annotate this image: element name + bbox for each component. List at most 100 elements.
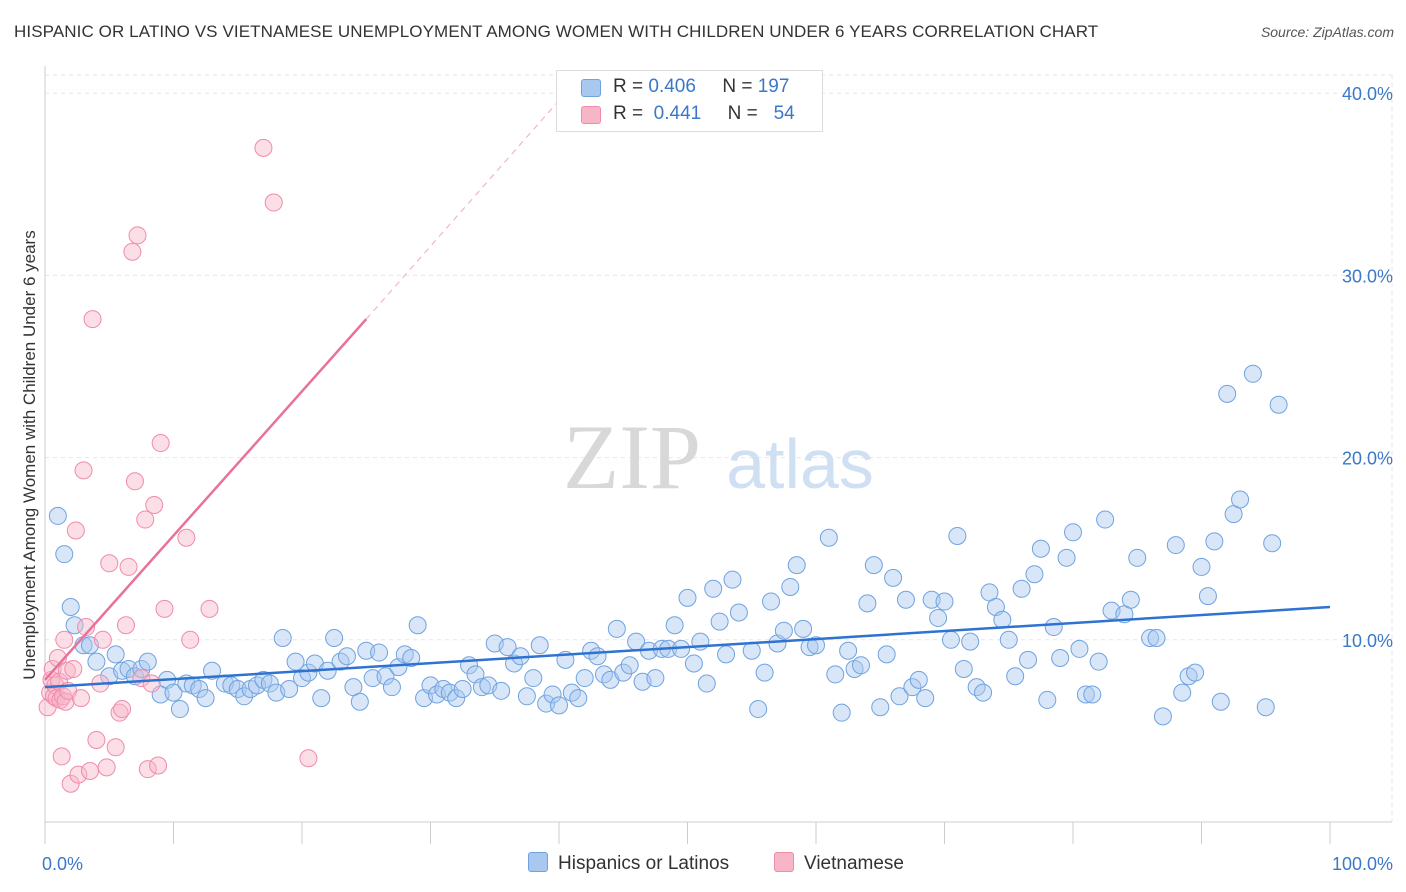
- hispanic-point: [337, 647, 356, 666]
- hispanic-point: [1012, 579, 1031, 598]
- hispanic-point: [1192, 557, 1211, 576]
- legend-swatch-vietnamese: [581, 106, 601, 124]
- y-tick-label: 10.0%: [1342, 631, 1393, 651]
- hispanic-point: [762, 592, 781, 611]
- hispanic-point: [1141, 628, 1160, 647]
- hispanic-point: [48, 506, 67, 525]
- hispanic-point: [1019, 650, 1038, 669]
- vietnamese-point: [149, 756, 168, 775]
- watermark-zip: ZIP: [563, 406, 701, 508]
- hispanic-point: [774, 621, 793, 640]
- hispanic-point: [138, 652, 157, 671]
- hispanic-point: [65, 616, 84, 635]
- vietnamese-trend-line: [44, 318, 368, 681]
- hispanic-point: [1173, 683, 1192, 702]
- hispanic-point: [119, 659, 138, 678]
- r-value-hispanic: 0.406: [648, 76, 696, 97]
- r-label: R =: [613, 103, 644, 124]
- hispanic-point: [588, 647, 607, 666]
- vietnamese-point: [113, 700, 132, 719]
- hispanic-point: [280, 679, 299, 698]
- vietnamese-point: [155, 599, 174, 618]
- hispanic-point: [993, 610, 1012, 629]
- hispanic-point: [826, 665, 845, 684]
- hispanic-point: [787, 556, 806, 575]
- hispanic-point: [1128, 548, 1147, 567]
- hispanic-point: [807, 636, 825, 655]
- hispanic-point: [286, 652, 305, 671]
- hispanic-point: [1153, 707, 1172, 726]
- vietnamese-point: [142, 674, 161, 693]
- hispanic-point: [1243, 364, 1262, 383]
- hispanic-point: [620, 656, 639, 675]
- hispanic-point: [273, 628, 292, 647]
- hispanic-point: [1205, 532, 1224, 551]
- hispanic-point: [453, 679, 472, 698]
- hispanic-point: [530, 636, 549, 655]
- vietnamese-point: [64, 659, 83, 678]
- vietnamese-point: [119, 557, 138, 576]
- hispanic-point: [704, 579, 723, 598]
- hispanic-point: [742, 641, 761, 660]
- hispanic-point: [646, 669, 665, 688]
- hispanic-point: [1186, 663, 1205, 682]
- vietnamese-point: [71, 689, 90, 708]
- vietnamese-point: [93, 630, 112, 649]
- hispanic-point: [228, 679, 247, 698]
- hispanic-point: [1044, 618, 1063, 637]
- vietnamese-point: [123, 242, 142, 261]
- trend-lines: [44, 92, 1331, 689]
- hispanic-point: [170, 700, 189, 719]
- hispanic-point: [871, 698, 890, 717]
- tick-labels: 10.0% 20.0% 30.0% 40.0% 0.0% 100.0%: [42, 84, 1393, 874]
- hispanic-point: [884, 568, 903, 587]
- source-credit: Source: ZipAtlas.com: [1260, 24, 1394, 40]
- vietnamese-point: [57, 661, 76, 680]
- hispanic-point: [1089, 652, 1108, 671]
- hispanic-point: [755, 663, 774, 682]
- y-tick-label: 30.0%: [1342, 266, 1393, 286]
- bottom-label-hispanic: Hispanics or Latinos: [558, 853, 730, 874]
- hispanic-point: [1121, 590, 1140, 609]
- hispanic-point: [87, 652, 106, 671]
- hispanic-point: [684, 654, 703, 673]
- r-label: R =: [613, 76, 644, 97]
- hispanic-point: [864, 556, 883, 575]
- legend-swatch-hispanic: [581, 79, 601, 97]
- hispanic-point: [794, 619, 813, 638]
- vietnamese-point: [55, 630, 74, 649]
- hispanic-point: [569, 689, 588, 708]
- hispanic-point: [408, 616, 427, 635]
- hispanic-point: [196, 689, 215, 708]
- vietnamese-point: [125, 472, 144, 491]
- hispanic-point: [935, 592, 954, 611]
- hispanic-point: [832, 703, 851, 722]
- vietnamese-point: [254, 138, 273, 157]
- bottom-legend-vietnamese: Vietnamese: [774, 852, 904, 875]
- hispanic-point: [498, 638, 517, 657]
- vietnamese-point: [87, 731, 106, 750]
- hispanic-point: [916, 689, 935, 708]
- vietnamese-point: [128, 226, 147, 245]
- hispanic-point: [961, 632, 980, 651]
- hispanic-point: [106, 645, 125, 664]
- x-tick-label: 0.0%: [42, 854, 83, 874]
- hispanic-point: [524, 669, 543, 688]
- hispanic-point: [729, 603, 748, 622]
- hispanic-point: [890, 687, 909, 706]
- vietnamese-point: [97, 758, 116, 777]
- hispanic-point: [382, 678, 401, 697]
- hispanic-point: [550, 696, 568, 715]
- hispanic-point: [1147, 628, 1166, 647]
- vietnamese-point: [116, 616, 135, 635]
- vietnamese-point: [145, 495, 164, 514]
- hispanic-point: [1166, 536, 1185, 555]
- hispanic-point: [954, 659, 973, 678]
- hispanic-point: [999, 630, 1018, 649]
- vietnamese-point: [80, 761, 99, 780]
- hispanic-point: [749, 700, 768, 719]
- hispanic-point: [299, 663, 318, 682]
- stats-legend: R = 0.406 N = 197 R = 0.441 N = 54: [556, 70, 823, 132]
- hispanic-point: [492, 681, 511, 700]
